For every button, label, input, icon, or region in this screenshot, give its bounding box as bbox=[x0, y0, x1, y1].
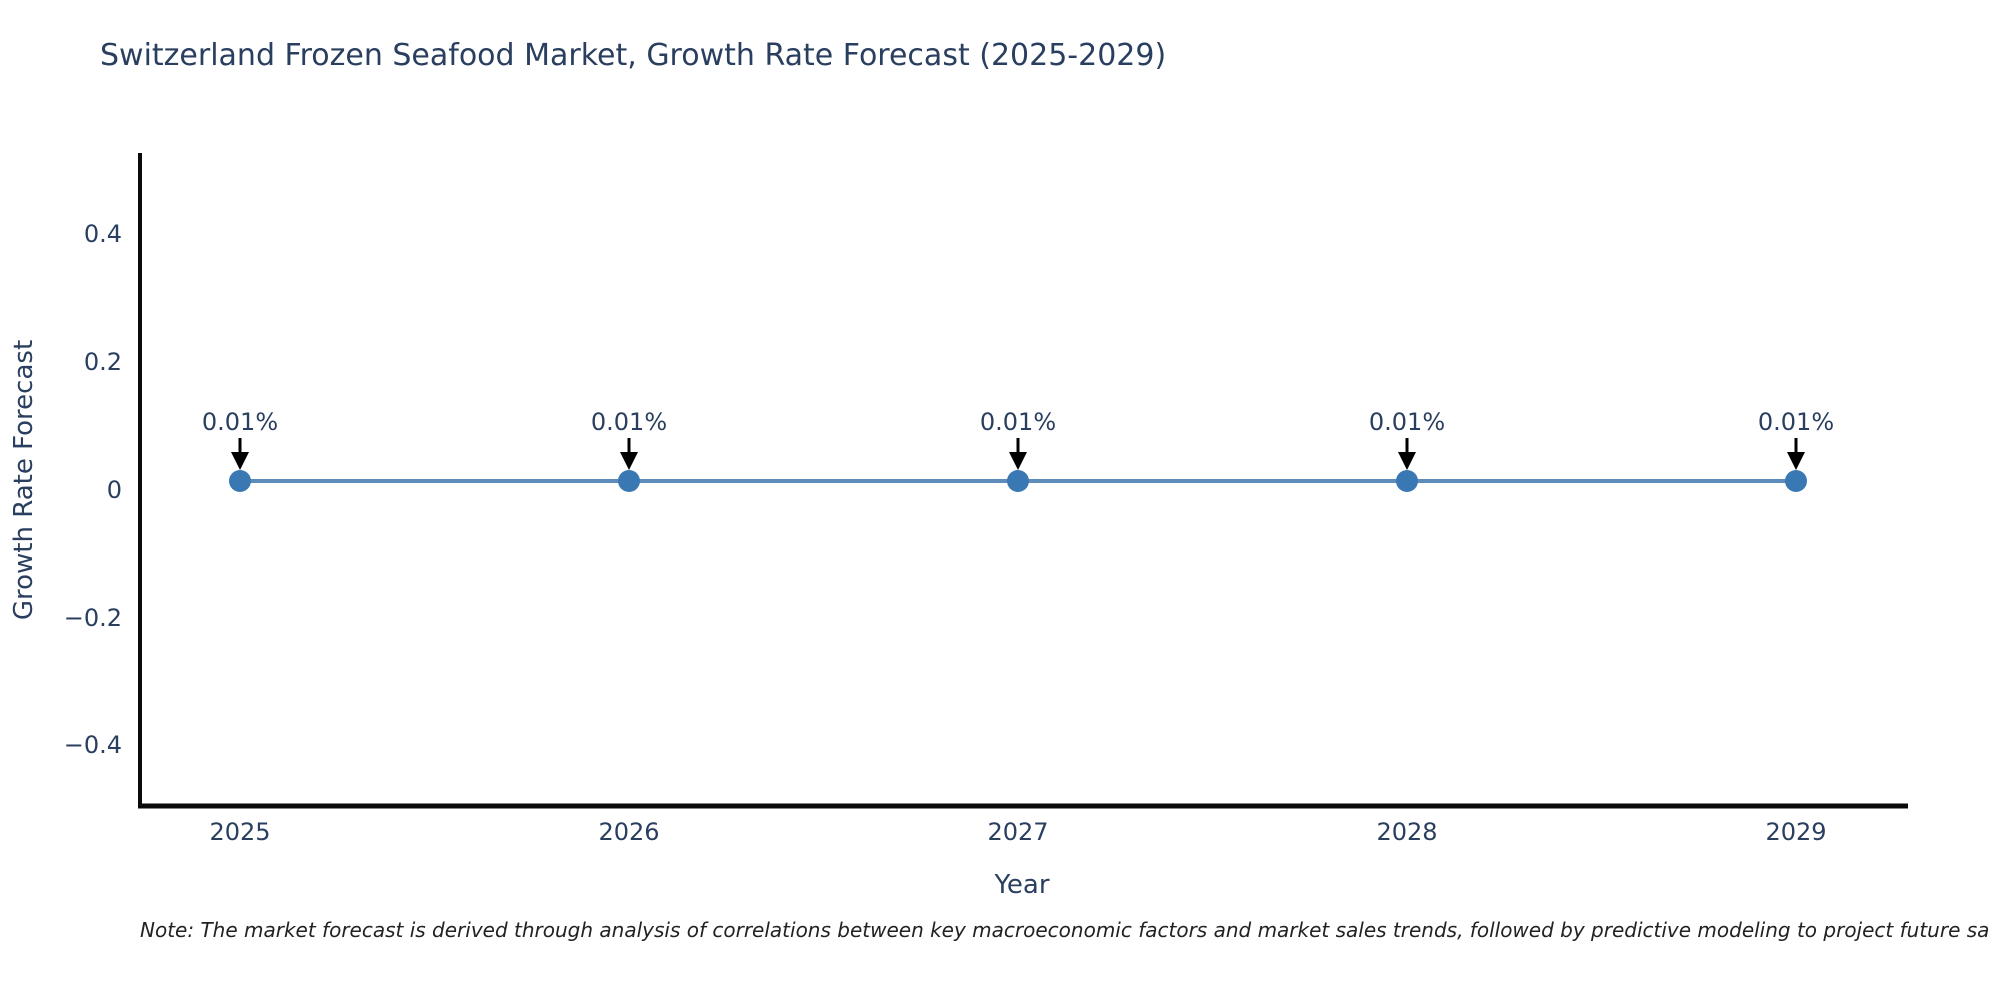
chart-title: Switzerland Frozen Seafood Market, Growt… bbox=[100, 38, 1167, 73]
data-point-label: 0.01% bbox=[202, 408, 278, 436]
x-tick-label: 2026 bbox=[598, 818, 659, 846]
x-tick-label: 2027 bbox=[987, 818, 1048, 846]
x-axis-title: Year bbox=[993, 870, 1049, 900]
x-tick-label: 2025 bbox=[209, 818, 270, 846]
data-point-label: 0.01% bbox=[1758, 408, 1834, 436]
y-tick-label: 0 bbox=[107, 476, 122, 504]
data-point-marker bbox=[1007, 470, 1029, 492]
x-tick-label: 2029 bbox=[1765, 818, 1826, 846]
x-tick-label: 2028 bbox=[1376, 818, 1437, 846]
data-point-marker bbox=[618, 470, 640, 492]
annotation-arrow-icon bbox=[231, 438, 1805, 470]
y-tick-label: 0.2 bbox=[84, 348, 122, 376]
data-point-marker bbox=[1396, 470, 1418, 492]
y-tick-label: −0.4 bbox=[64, 731, 122, 759]
data-point-marker bbox=[1785, 470, 1807, 492]
y-axis-title: Growth Rate Forecast bbox=[9, 340, 39, 620]
data-point-label: 0.01% bbox=[1369, 408, 1445, 436]
y-tick-label: 0.4 bbox=[84, 220, 122, 248]
data-point-label: 0.01% bbox=[591, 408, 667, 436]
data-point-label: 0.01% bbox=[980, 408, 1056, 436]
footnote: Note: The market forecast is derived thr… bbox=[140, 918, 1990, 942]
y-tick-label: −0.2 bbox=[64, 604, 122, 632]
data-point-marker bbox=[229, 470, 251, 492]
